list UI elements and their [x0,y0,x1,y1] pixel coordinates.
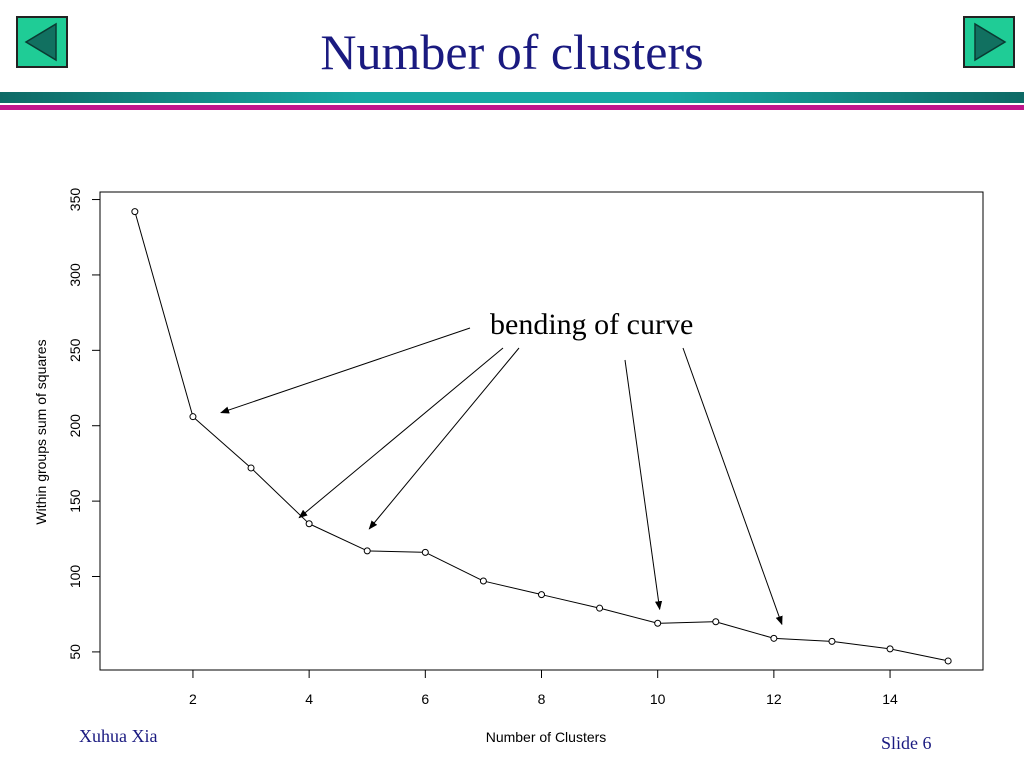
data-point [421,548,429,556]
data-point [247,464,255,472]
x-tick-label: 2 [189,691,197,707]
data-point [828,637,836,645]
data-points [131,208,952,665]
slide-title: Number of clusters [320,24,704,80]
next-slide-button[interactable] [963,16,1015,68]
header-rule-gap [0,103,1024,105]
header-rule-teal [0,92,1024,103]
data-point [712,618,720,626]
annotation-arrow [624,359,663,611]
y-tick-label: 200 [67,414,83,438]
annotation-arrow [368,347,520,530]
x-tick-label: 10 [650,691,666,707]
x-tick-label: 12 [766,691,782,707]
data-point [654,619,662,627]
data-point [131,208,139,216]
x-tick-label: 8 [538,691,546,707]
author-name: Xuhua Xia [79,726,158,746]
annotation-arrow [682,347,783,626]
y-tick-label: 150 [67,489,83,513]
data-point [886,645,894,653]
data-point [944,657,952,665]
data-point [363,547,371,555]
x-tick-label: 6 [421,691,429,707]
y-tick-label: 250 [67,338,83,362]
data-point [479,577,487,585]
data-point [189,413,197,421]
triangle-right-icon [965,18,1013,66]
plot-frame [99,191,984,671]
series-line [135,214,946,661]
data-point [770,634,778,642]
y-tick-label: 50 [67,644,83,660]
y-tick-label: 350 [67,188,83,212]
triangle-left-icon [18,18,66,66]
x-tick-label: 4 [305,691,313,707]
annotation-arrows [220,327,783,626]
header-rule-magenta [0,105,1024,110]
x-axis-title: Number of Clusters [486,729,607,745]
y-tick-label: 300 [67,263,83,287]
annotation-arrow [220,327,471,414]
slide-number: Slide 6 [881,733,932,753]
y-axis-title: Within groups sum of squares [33,339,49,524]
data-point [596,604,604,612]
x-axis: 2 4 6 8 10 12 14 [189,669,898,707]
previous-slide-button[interactable] [16,16,68,68]
y-tick-label: 100 [67,565,83,589]
data-point [538,591,545,599]
y-axis: 50 100 150 200 250 300 350 [67,188,101,660]
annotation-label: bending of curve [490,308,693,341]
data-point [305,520,313,528]
annotation-arrow [298,347,504,519]
x-tick-label: 14 [882,691,898,707]
